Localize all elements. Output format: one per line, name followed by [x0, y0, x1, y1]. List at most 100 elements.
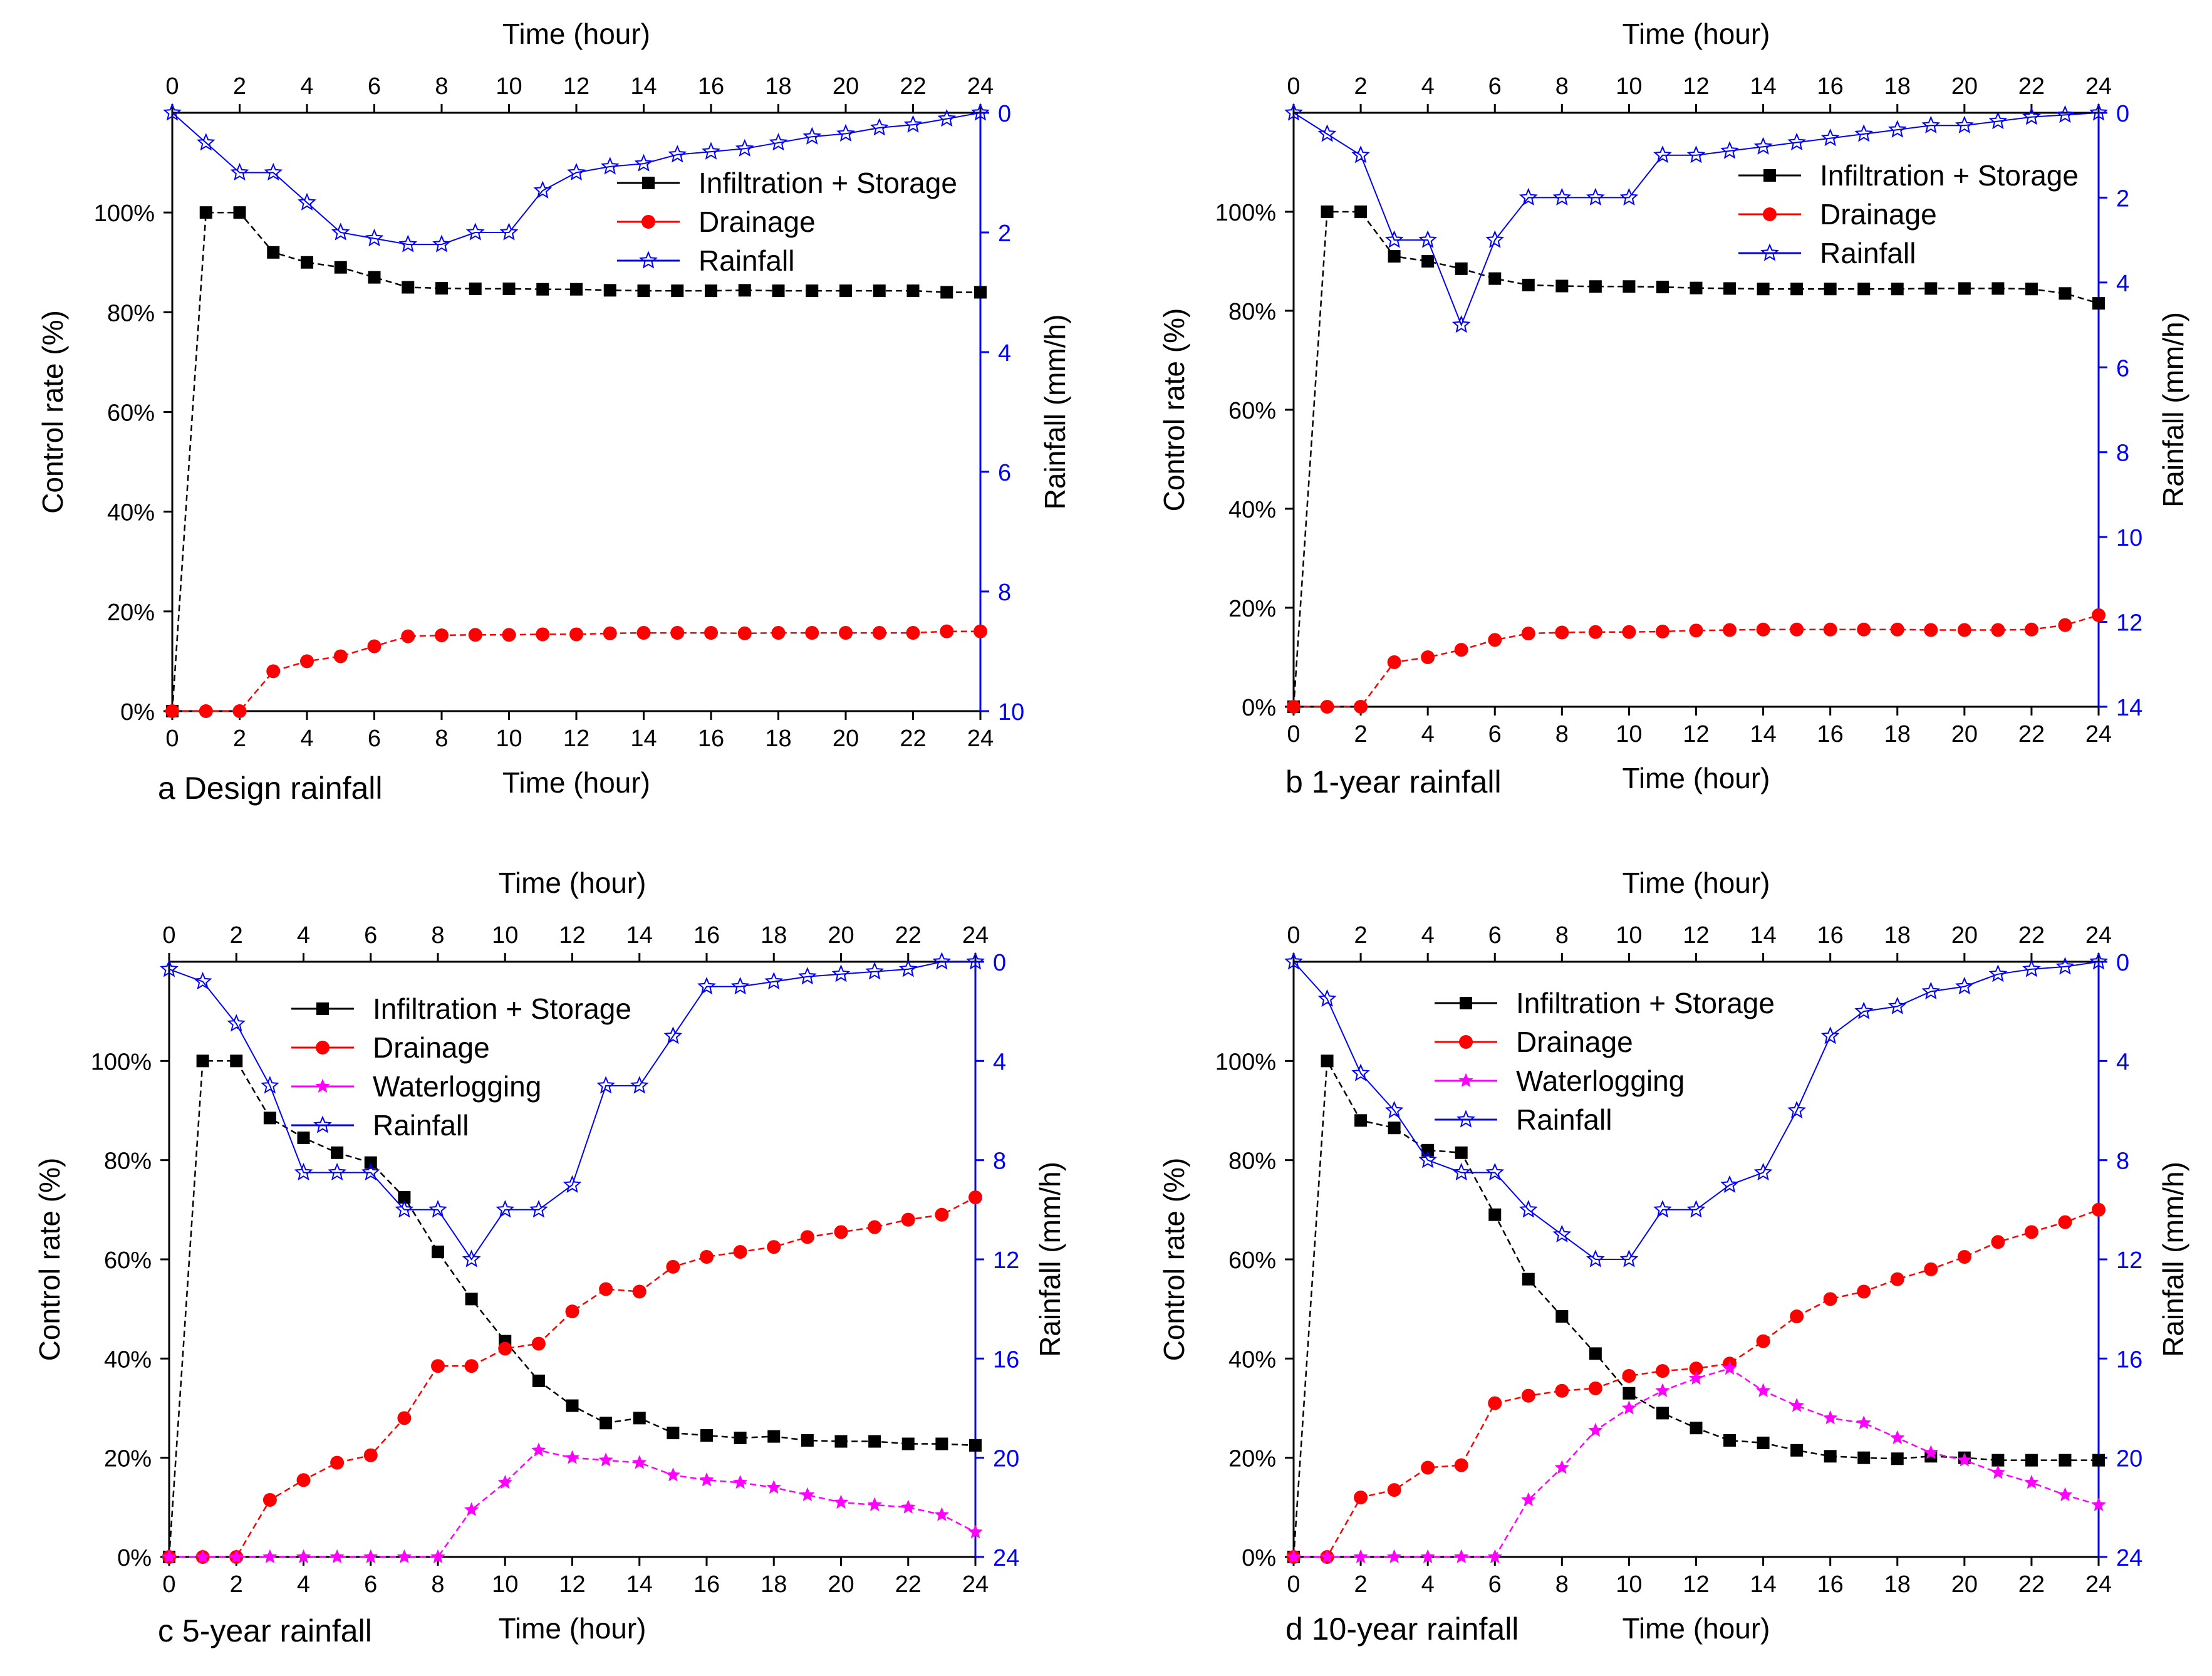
x-tick-label: 14	[1750, 1571, 1776, 1598]
data-point-drainage	[1488, 633, 1502, 647]
y-right-tick-label: 8	[993, 1148, 1006, 1175]
y-right-tick-label: 6	[998, 460, 1011, 486]
data-point-waterlogging	[1789, 1398, 1804, 1412]
series-drainage	[1287, 608, 2106, 714]
data-point-drainage	[670, 626, 685, 640]
data-point-drainage	[1924, 1262, 1938, 1276]
data-point-waterlogging	[330, 1549, 345, 1563]
x-tick-label: 18	[1884, 1571, 1911, 1598]
legend-marker-infiltration	[1460, 997, 1472, 1009]
x-tick-label: 18	[761, 1571, 787, 1598]
data-point-rainfall	[1519, 187, 1538, 206]
data-point-rainfall	[865, 962, 884, 980]
y-right-tick-label: 0	[2116, 950, 2129, 976]
data-point-rainfall	[1988, 964, 2008, 982]
x-tick-label-top: 12	[1683, 73, 1709, 100]
x-tick-label-top: 10	[1616, 922, 1642, 949]
data-point-infiltration	[1790, 1444, 1804, 1457]
data-point-rainfall	[328, 1162, 346, 1181]
x-axis-title: Time (hour)	[1623, 762, 1770, 794]
data-point-waterlogging	[2091, 1497, 2106, 1511]
data-point-drainage	[1521, 627, 1535, 641]
data-point-infiltration	[1991, 1454, 2005, 1467]
data-point-infiltration	[834, 1435, 848, 1448]
data-point-drainage	[2092, 608, 2106, 622]
y-right-tick-label: 4	[993, 1049, 1006, 1075]
data-point-drainage	[199, 704, 213, 718]
y-right-tick-label: 12	[993, 1247, 1019, 1274]
legend: Infiltration + Storage Drainage Rainfall	[617, 167, 957, 277]
data-point-drainage	[632, 1284, 646, 1299]
data-point-rainfall	[668, 145, 687, 163]
data-point-rainfall	[1787, 132, 1806, 150]
x-tick-label-top: 0	[162, 922, 175, 949]
data-point-rainfall	[567, 162, 586, 181]
series-line-rainfall	[1293, 112, 2099, 327]
data-point-infiltration	[297, 1132, 310, 1145]
y-right-tick-label: 4	[2116, 271, 2129, 297]
x-tick-label: 16	[1817, 721, 1844, 747]
data-point-rainfall	[432, 234, 451, 252]
data-point-drainage	[333, 649, 348, 664]
data-point-infiltration	[969, 1439, 982, 1452]
data-point-waterlogging	[229, 1549, 244, 1563]
data-point-infiltration	[267, 246, 280, 259]
data-point-waterlogging	[162, 1549, 177, 1563]
data-point-infiltration	[1924, 282, 1938, 295]
y-right-tick-label: 14	[2116, 695, 2142, 721]
data-point-rainfall	[630, 1076, 649, 1094]
data-point-infiltration	[1321, 1054, 1334, 1068]
data-point-rainfall	[428, 1200, 447, 1218]
data-point-drainage	[968, 1190, 982, 1205]
x-tick-label-top: 12	[563, 73, 589, 100]
y-left-tick-label: 40%	[104, 1346, 152, 1373]
data-point-rainfall	[932, 952, 952, 970]
x-tick-label: 0	[1287, 721, 1300, 747]
data-point-rainfall	[1787, 1100, 1806, 1119]
y-left-tick-label: 80%	[107, 300, 155, 326]
y-right-tick-label: 0	[2116, 101, 2129, 127]
data-point-rainfall	[971, 103, 990, 121]
x-tick-label: 8	[435, 726, 448, 752]
data-point-infiltration	[1555, 1310, 1569, 1323]
data-point-drainage	[1689, 623, 1703, 638]
data-point-drainage	[2058, 618, 2072, 632]
x-tick-label: 24	[967, 726, 994, 752]
data-point-rainfall	[1284, 103, 1303, 121]
series-rainfall	[160, 952, 985, 1267]
x-tick-label-top: 14	[1750, 73, 1776, 100]
y-right-tick-label: 20	[993, 1446, 1019, 1472]
data-point-waterlogging	[2024, 1475, 2039, 1489]
data-point-rainfall	[1820, 1026, 1840, 1044]
legend-marker-infiltration	[316, 1002, 329, 1015]
legend-marker-drainage	[641, 215, 655, 229]
series-line-drainage	[172, 630, 980, 712]
data-point-drainage	[397, 1411, 412, 1425]
data-point-drainage	[700, 1250, 714, 1264]
data-point-rainfall	[1988, 111, 2008, 130]
y-left-tick-label: 20%	[1228, 1446, 1276, 1472]
data-point-drainage	[1588, 1381, 1602, 1395]
data-point-waterlogging	[732, 1475, 748, 1489]
y-right-tick-label: 16	[993, 1346, 1019, 1373]
x-tick-label-top: 14	[626, 922, 653, 949]
x-tick-label: 6	[1488, 721, 1502, 747]
data-point-rainfall	[730, 976, 750, 995]
data-point-infiltration	[667, 1427, 680, 1440]
y-right-tick-label: 2	[998, 221, 1011, 247]
x-tick-label: 6	[368, 726, 381, 752]
data-point-infiltration	[1589, 1347, 1602, 1360]
x-tick-label: 24	[2085, 1571, 2112, 1598]
data-point-drainage	[401, 629, 415, 643]
data-point-rainfall	[2022, 107, 2041, 125]
data-point-drainage	[666, 1259, 680, 1274]
data-point-rainfall	[937, 109, 957, 127]
data-point-drainage	[737, 626, 752, 640]
x-tick-label: 12	[559, 1571, 585, 1598]
data-point-rainfall	[634, 154, 653, 172]
x-tick-label-top: 6	[368, 73, 381, 100]
legend-marker-drainage	[1459, 1035, 1473, 1049]
x-tick-label-top: 20	[1951, 73, 1978, 100]
data-point-drainage	[599, 1282, 613, 1296]
data-point-infiltration	[532, 1374, 545, 1387]
